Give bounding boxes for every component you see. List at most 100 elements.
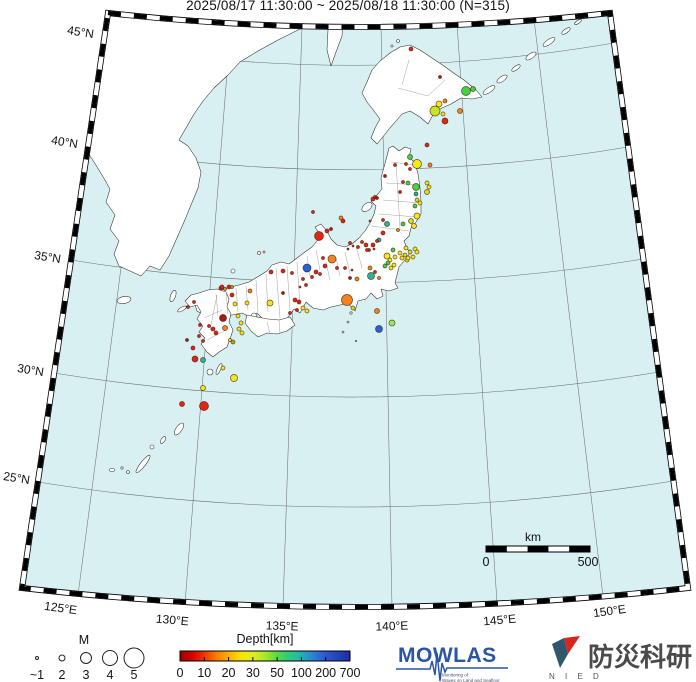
magnitude-legend-label: 5: [131, 668, 138, 682]
map-frame: [18, 9, 692, 610]
mowlas-waveform-icon: [396, 652, 508, 682]
earthquake-dot: [232, 301, 238, 307]
earthquake-dot: [375, 325, 383, 333]
magnitude-legend: M ~1 2 3 4 5: [30, 633, 145, 682]
earthquake-dot: [329, 227, 333, 231]
earthquake-dot: [417, 200, 423, 206]
earthquake-dot: [457, 108, 463, 114]
izu-islands: [341, 311, 358, 343]
depth-legend: Depth[km] 0 10 20 30 50 100 200 700: [177, 632, 361, 680]
earthquake-dot: [230, 374, 238, 382]
depth-colorbar-tick-label: 20: [222, 666, 236, 680]
earthquake-dot: [429, 105, 441, 117]
earthquake-dot: [397, 250, 403, 256]
earthquake-dot: [304, 308, 310, 314]
lon-label-140e: 140°E: [375, 618, 408, 633]
earthquake-dot: [281, 291, 285, 295]
earthquake-dot: [424, 180, 430, 186]
magnitude-legend-label: 3: [83, 668, 90, 682]
earthquake-dot: [229, 292, 235, 298]
earthquake-dot: [192, 300, 196, 304]
jeju-island: [116, 296, 132, 304]
earthquake-dot: [412, 159, 422, 169]
earthquake-dot: [461, 86, 471, 96]
depth-colorbar-ticks: [203, 657, 327, 661]
earthquake-dot: [301, 277, 305, 281]
nied-acronym: N I E D: [549, 672, 603, 681]
magnitude-legend-labels: ~1 2 3 4 5: [30, 668, 138, 682]
earthquake-dot: [346, 247, 350, 251]
earthquake-dot: [280, 268, 286, 274]
depth-colorbar-labels: 0 10 20 30 50 100 200 700: [177, 666, 361, 680]
earthquake-dot: [405, 180, 411, 186]
scale-bar-unit: km: [525, 530, 541, 544]
earthquake-dot: [230, 285, 234, 289]
kuril-islands: [482, 19, 582, 95]
earthquake-dot: [296, 299, 302, 305]
earthquake-dot: [314, 231, 324, 241]
earthquake-dot: [351, 244, 355, 248]
earthquake-dot: [239, 330, 245, 336]
ryukyu-islands: [108, 422, 184, 474]
magnitude-legend-label: ~1: [30, 668, 44, 682]
earthquake-dot: [235, 313, 241, 319]
earthquake-dot: [388, 265, 394, 271]
earthquake-dot: [292, 297, 298, 303]
earthquake-dot: [350, 268, 354, 272]
earthquake-dot: [219, 284, 225, 290]
earthquake-dot: [370, 242, 376, 248]
earthquake-dot: [200, 357, 206, 363]
mowlas-logo: MOWLAS Monitoring of Waves on Land and S…: [396, 644, 508, 682]
earthquake-dot: [219, 314, 227, 322]
earthquake-dot: [390, 247, 396, 253]
sado-island: [361, 202, 373, 212]
earthquake-dot: [435, 100, 443, 108]
earthquake-dot: [350, 305, 356, 311]
earthquake-dot: [426, 184, 432, 190]
earthquake-dot: [222, 325, 228, 331]
earthquake-dot: [377, 276, 381, 280]
earthquake-dot: [410, 254, 416, 260]
earthquake-dot: [396, 228, 400, 232]
earthquake-dot: [321, 256, 325, 260]
earthquake-dot: [399, 255, 405, 261]
scale-bar: km 0 500: [483, 530, 599, 569]
earthquake-dot: [375, 239, 379, 243]
earthquake-dot: [363, 242, 369, 248]
earthquake-dot: [392, 254, 398, 260]
lon-label-130e: 130°E: [155, 612, 189, 629]
earthquake-dot: [360, 240, 364, 244]
earthquake-dot: [197, 334, 201, 338]
lat-label-30n: 30°N: [16, 361, 45, 379]
earthquake-dot: [356, 245, 360, 249]
earthquake-dot: [198, 323, 202, 327]
earthquake-dot: [385, 260, 391, 266]
earthquake-dot: [318, 272, 322, 276]
earthquake-dot: [373, 270, 377, 274]
rishiri-island: [396, 39, 400, 43]
earthquake-dot: [220, 365, 226, 371]
earthquake-dot: [367, 272, 375, 280]
magnitude-legend-circle: [123, 647, 145, 669]
earthquake-dot: [313, 269, 319, 275]
depth-colorbar-tick-label: 700: [340, 666, 361, 680]
page-title: 2025/08/17 11:30:00 ~ 2025/08/18 11:30:0…: [186, 0, 510, 13]
earthquake-dot: [383, 174, 387, 178]
tanegashima-island: [215, 363, 223, 375]
earthquake-dot: [414, 249, 420, 255]
tsushima-island: [169, 290, 177, 302]
earthquake-dot: [288, 311, 292, 315]
earthquake-dot: [340, 218, 346, 224]
earthquake-dot: [400, 221, 406, 227]
depth-colorbar-tick-label: 100: [291, 666, 312, 680]
latitude-labels: 45°N 40°N 35°N 30°N 25°N: [2, 23, 95, 487]
earthquake-dot: [300, 305, 306, 311]
earthquake-dot: [186, 305, 190, 309]
earthquake-dot: [408, 167, 412, 171]
earthquake-dot: [424, 142, 430, 148]
earthquake-dot: [441, 117, 449, 125]
earthquake-dot: [405, 255, 411, 261]
earthquake-dot: [266, 299, 274, 307]
lat-label-40n: 40°N: [50, 133, 79, 151]
